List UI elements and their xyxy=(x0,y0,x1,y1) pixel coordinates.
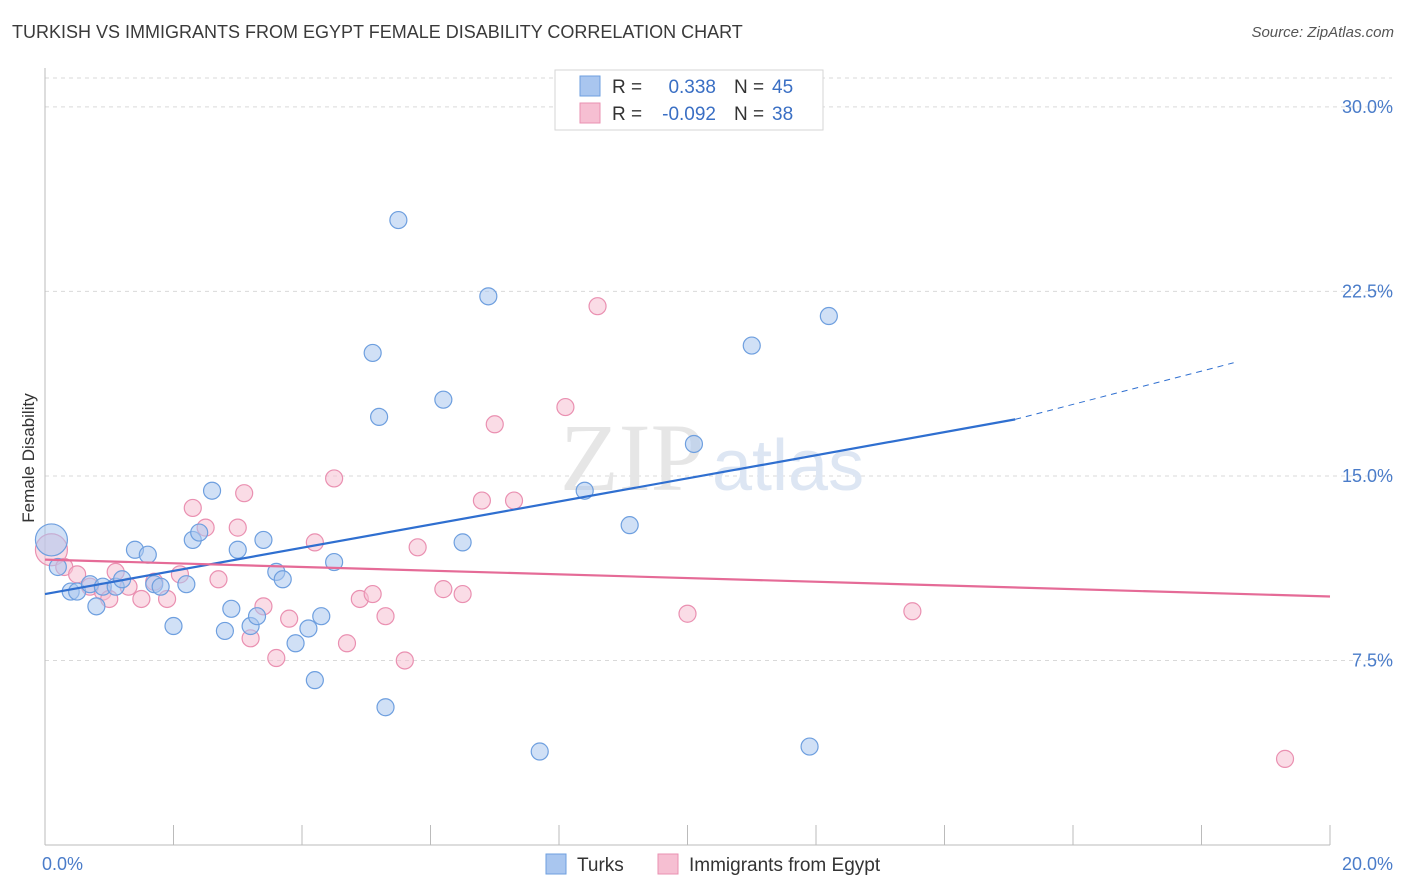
trend-lines xyxy=(44,362,1331,598)
egypt-point-35 xyxy=(588,297,607,316)
turks-point-30 xyxy=(325,552,344,572)
legend-n-label-egypt: N = xyxy=(734,104,764,125)
legend-swatch-egypt xyxy=(579,102,601,124)
egypt-point-36 xyxy=(678,604,697,623)
egypt-point-22 xyxy=(325,469,344,488)
egypt-point-23 xyxy=(337,634,357,653)
y-tick-label-1: 15.0% xyxy=(1342,466,1393,486)
y-tick-label-0: 7.5% xyxy=(1352,650,1393,670)
egypt-point-25 xyxy=(363,584,382,604)
egypt-point-32 xyxy=(485,415,504,434)
grid-lines xyxy=(45,77,1392,661)
egypt-point-34 xyxy=(556,397,575,417)
egypt-points xyxy=(34,297,1295,768)
egypt-trend-line xyxy=(44,558,1331,598)
turks-point-41 xyxy=(684,434,704,454)
turks-point-0 xyxy=(34,523,69,557)
turks-point-12 xyxy=(151,577,170,596)
egypt-point-26 xyxy=(376,607,395,626)
bottom-legend-label-turks: Turks xyxy=(577,855,624,876)
egypt-point-31 xyxy=(472,491,491,510)
tick-labels: 7.5% 15.0% 22.5% 30.0% 0.0% 20.0% xyxy=(42,97,1393,874)
legend-r-value-egypt: -0.092 xyxy=(662,104,716,125)
legend-r-value-turks: 0.338 xyxy=(668,77,716,98)
turks-point-5 xyxy=(87,597,106,616)
egypt-point-33 xyxy=(504,491,524,510)
egypt-point-16 xyxy=(235,484,254,503)
legend-r-label-turks: R = xyxy=(612,77,642,98)
turks-point-23 xyxy=(254,530,273,550)
legend-r-label-egypt: R = xyxy=(612,104,642,125)
egypt-point-8 xyxy=(132,589,151,609)
turks-trend-extension xyxy=(1015,362,1234,420)
bottom-legend-swatch-turks xyxy=(545,853,567,875)
turks-point-18 xyxy=(215,621,234,641)
egypt-point-27 xyxy=(395,651,414,670)
egypt-point-38 xyxy=(1275,749,1295,768)
turks-point-22 xyxy=(247,607,267,626)
turks-point-28 xyxy=(305,671,324,690)
chart-source: Source: ZipAtlas.com xyxy=(1251,24,1394,41)
turks-point-39 xyxy=(575,481,594,500)
bottom-legend-label-egypt: Immigrants from Egypt xyxy=(689,855,881,876)
turks-point-36 xyxy=(453,533,472,552)
turks-point-42 xyxy=(742,336,761,355)
turks-point-19 xyxy=(222,599,241,618)
legend-n-value-turks: 45 xyxy=(772,77,793,98)
turks-points xyxy=(34,210,838,761)
turks-point-10 xyxy=(138,545,157,564)
egypt-point-20 xyxy=(280,609,299,628)
correlation-legend: R = 0.338 N = 45 R = -0.092 N = 38 xyxy=(554,69,824,131)
egypt-point-37 xyxy=(903,602,922,621)
egypt-point-28 xyxy=(408,538,427,557)
egypt-point-19 xyxy=(267,648,286,668)
turks-point-37 xyxy=(479,287,498,306)
axes xyxy=(44,68,1331,846)
series-legend: Turks Immigrants from Egypt xyxy=(545,853,881,876)
turks-point-31 xyxy=(363,343,382,363)
turks-point-25 xyxy=(273,570,292,589)
egypt-point-14 xyxy=(209,570,228,589)
turks-point-1 xyxy=(48,557,67,577)
x-tick-label-0: 0.0% xyxy=(42,854,83,874)
legend-n-value-egypt: 38 xyxy=(772,104,793,125)
y-tick-label-2: 22.5% xyxy=(1342,281,1393,301)
turks-point-20 xyxy=(228,540,247,559)
x-tick-label-1: 20.0% xyxy=(1342,854,1393,874)
egypt-point-12 xyxy=(183,498,202,518)
turks-point-13 xyxy=(164,616,183,636)
turks-point-32 xyxy=(370,407,389,427)
egypt-point-30 xyxy=(453,584,472,604)
turks-point-14 xyxy=(177,575,196,594)
turks-point-16 xyxy=(190,523,209,542)
legend-n-label-turks: N = xyxy=(734,77,764,98)
turks-point-35 xyxy=(434,390,453,409)
turks-point-33 xyxy=(376,698,395,717)
bottom-legend-swatch-egypt xyxy=(657,853,679,875)
turks-point-26 xyxy=(286,634,305,653)
turks-point-43 xyxy=(800,737,819,756)
egypt-point-15 xyxy=(228,518,247,537)
y-tick-label-3: 30.0% xyxy=(1342,97,1393,117)
turks-point-27 xyxy=(299,619,318,638)
egypt-point-29 xyxy=(434,580,453,599)
turks-point-29 xyxy=(312,607,331,626)
turks-point-17 xyxy=(202,481,222,500)
turks-point-40 xyxy=(620,516,639,535)
chart-title: TURKISH VS IMMIGRANTS FROM EGYPT FEMALE … xyxy=(12,22,743,42)
watermark-atlas: atlas xyxy=(712,426,864,506)
legend-swatch-turks xyxy=(579,75,601,97)
y-axis-label: Female Disability xyxy=(19,393,38,523)
turks-point-38 xyxy=(530,742,549,761)
turks-point-34 xyxy=(389,210,408,230)
egypt-point-21 xyxy=(305,533,324,552)
turks-point-44 xyxy=(819,306,838,326)
